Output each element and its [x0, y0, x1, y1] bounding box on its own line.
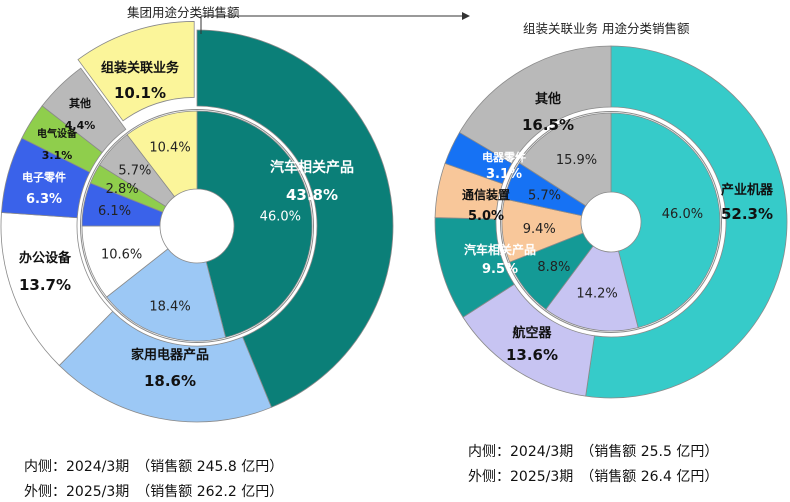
outer-name-assembly: 组装关联业务: [101, 60, 180, 76]
outer-value-auto_rel: 9.5%: [482, 262, 518, 277]
inner-slice-automotive: [196, 110, 313, 338]
outer-slice-other: [458, 45, 612, 165]
outer-value-electronic: 6.3%: [26, 192, 62, 207]
inner-slice-other: [518, 112, 612, 207]
inner-label-telecom: 9.4%: [523, 222, 556, 237]
outer-value-elec_parts: 3.1%: [486, 167, 522, 182]
inner-label-electrical: 2.8%: [106, 182, 139, 197]
outer-name-office: 办公设备: [19, 250, 72, 266]
outer-name-electrical: 电气设备: [37, 127, 78, 140]
outer-name-appliance: 家用电器产品: [131, 347, 209, 363]
outer-slice-assembly: [77, 21, 195, 122]
outer-value-aerospace: 13.6%: [506, 346, 558, 364]
outer-slice-other: [41, 67, 127, 154]
outer-name-telecom: 通信装置: [462, 187, 510, 202]
right-chart-title: 组装关联业务 用途分类销售额: [523, 21, 690, 36]
inner-label-auto_rel: 8.8%: [537, 260, 570, 275]
inner-label-other: 15.9%: [556, 153, 597, 168]
inner-label-automotive: 46.0%: [260, 209, 301, 224]
outer-value-telecom: 5.0%: [468, 209, 504, 224]
left-chart-title: 集团用途分类销售额: [127, 5, 240, 20]
outer-name-aerospace: 航空器: [512, 325, 552, 341]
outer-name-other: 其他: [69, 96, 91, 110]
outer-value-other: 4.4%: [65, 119, 96, 132]
drilldown-connector: [200, 12, 470, 34]
outer-name-elec_parts: 电器零件: [482, 150, 526, 164]
right-outer-note: 外侧：2025/3期 （销售额 26.4 亿円）: [468, 469, 719, 485]
group-donut-chart: 46.0% 18.4% 10.6% 6.1% 2.8% 5.7% 10.4% 汽车相关产品 43…: [0, 21, 394, 423]
outer-value-office: 13.7%: [19, 276, 71, 294]
inner-label-appliance: 18.4%: [149, 300, 190, 315]
outer-value-appliance: 18.6%: [144, 372, 196, 390]
outer-name-automotive: 汽车相关产品: [270, 159, 354, 176]
outer-name-electronic: 电子零件: [22, 170, 66, 184]
outer-name-other: 其他: [535, 91, 561, 107]
inner-label-office: 10.6%: [101, 247, 142, 262]
inner-label-other: 5.7%: [118, 163, 151, 178]
inner-label-elec_parts: 5.7%: [528, 188, 561, 203]
inner-slice-assembly: [126, 110, 198, 198]
outer-value-electrical: 3.1%: [42, 149, 73, 162]
inner-slice-aerospace: [545, 245, 639, 332]
inner-slice-industrial: [610, 112, 721, 329]
inner-label-assembly: 10.4%: [149, 140, 190, 155]
inner-label-aerospace: 14.2%: [576, 287, 617, 302]
outer-name-auto_rel: 汽车相关产品: [464, 242, 536, 257]
arrow-head-icon: [462, 12, 470, 20]
assembly-donut-chart: 46.0% 14.2% 8.8% 9.4% 5.7% 15.9% 产业机器 52.3% 航空器 1…: [434, 45, 788, 399]
outer-slice-industrial: [585, 45, 788, 399]
outer-value-assembly: 10.1%: [114, 84, 166, 102]
inner-label-industrial: 46.0%: [662, 207, 703, 222]
left-inner-note: 内侧：2024/3期 （销售额 245.8 亿円）: [24, 459, 284, 475]
inner-label-electronic: 6.1%: [98, 204, 131, 219]
left-outer-note: 外侧：2025/3期 （销售额 262.2 亿円）: [24, 484, 284, 500]
outer-value-automotive: 43.8%: [286, 186, 338, 204]
right-inner-note: 内侧：2024/3期 （销售额 25.5 亿円）: [468, 444, 719, 460]
outer-name-industrial: 产业机器: [721, 182, 774, 198]
outer-value-other: 16.5%: [522, 116, 574, 134]
outer-value-industrial: 52.3%: [721, 205, 773, 223]
inner-slice-appliance: [106, 248, 227, 342]
outer-slice-automotive: [196, 29, 394, 408]
